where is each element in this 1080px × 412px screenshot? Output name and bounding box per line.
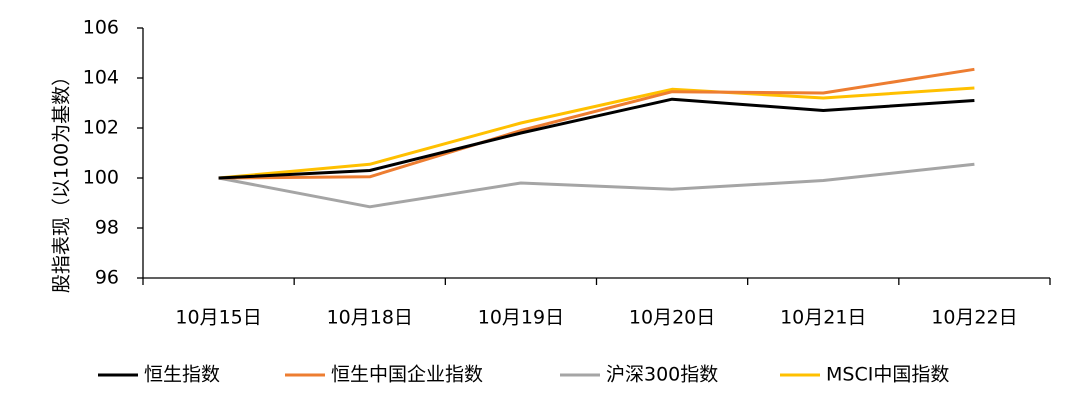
x-tick-label: 10月22日 [931,307,1017,329]
y-tick-label: 100 [83,167,119,189]
legend-label-2: 沪深300指数 [606,364,718,386]
y-tick-label: 102 [83,117,119,139]
legend-label-1: 恒生中国企业指数 [331,364,483,386]
x-tick-label: 10月21日 [780,307,866,329]
legend: 恒生指数 恒生中国企业指数 沪深300指数 MSCI中国指数 [98,364,949,386]
x-tick-label: 10月20日 [629,307,715,329]
series-line-2 [218,162,975,209]
x-tick-label: 10月15日 [175,307,261,329]
series-line-3 [218,86,975,180]
legend-label-3: MSCI中国指数 [826,364,949,386]
axes: 96 98 100 102 104 106 10月15日 10月18日 10月19日 10月20日… [83,17,1051,329]
y-tick-label: 106 [83,17,119,39]
y-tick-label: 96 [95,267,119,289]
legend-label-0: 恒生指数 [144,364,220,386]
series-line-1 [218,67,975,180]
x-tick-label: 10月18日 [327,307,413,329]
x-tick-label: 10月19日 [478,307,564,329]
series-line-0 [218,97,975,180]
y-tick-label: 98 [95,217,119,239]
series-lines [218,67,975,209]
y-tick-label: 104 [83,67,119,89]
y-axis-label: 股指表现（以100为基数） [51,67,73,293]
